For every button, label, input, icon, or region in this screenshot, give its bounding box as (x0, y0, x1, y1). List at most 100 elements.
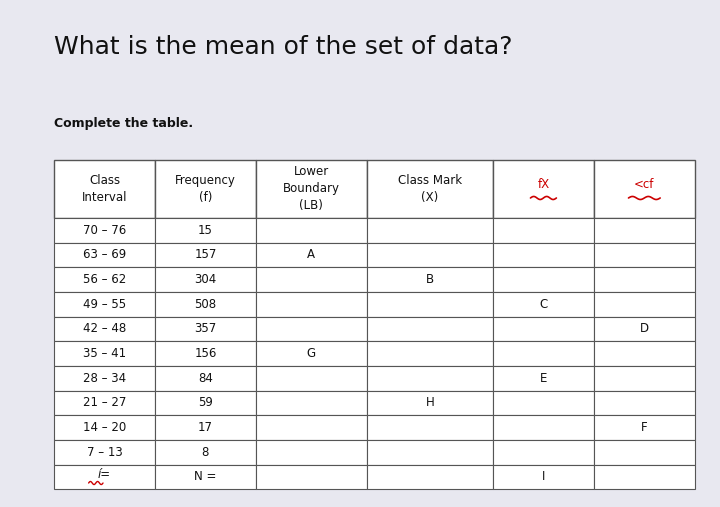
Bar (594, 464, 695, 489)
Bar (54, 243, 155, 267)
Bar (256, 390, 366, 415)
Text: E: E (540, 372, 547, 385)
Text: G: G (307, 347, 316, 360)
Text: 70 – 76: 70 – 76 (83, 224, 126, 237)
Bar (594, 415, 695, 440)
Text: 15: 15 (198, 224, 213, 237)
Text: 28 – 34: 28 – 34 (83, 372, 126, 385)
Bar (594, 440, 695, 464)
Bar (256, 366, 366, 390)
Bar (366, 218, 493, 243)
Bar (54, 415, 155, 440)
Text: Frequency
(f): Frequency (f) (175, 174, 236, 204)
Bar (366, 390, 493, 415)
Bar (594, 218, 695, 243)
Bar (366, 292, 493, 317)
Bar (493, 464, 594, 489)
Bar (155, 160, 256, 218)
Text: 17: 17 (198, 421, 213, 434)
Bar (256, 292, 366, 317)
Bar (155, 292, 256, 317)
Bar (594, 341, 695, 366)
Text: 63 – 69: 63 – 69 (83, 248, 126, 262)
Text: Complete the table.: Complete the table. (54, 117, 193, 130)
Text: 49 – 55: 49 – 55 (83, 298, 126, 311)
Bar (493, 390, 594, 415)
Bar (256, 440, 366, 464)
Bar (54, 317, 155, 341)
Bar (594, 160, 695, 218)
Bar (54, 267, 155, 292)
Bar (493, 317, 594, 341)
Text: 8: 8 (202, 446, 209, 459)
Text: I: I (541, 470, 545, 484)
Bar (366, 464, 493, 489)
Text: C: C (539, 298, 547, 311)
Bar (594, 317, 695, 341)
Bar (594, 292, 695, 317)
Bar (594, 390, 695, 415)
Bar (54, 366, 155, 390)
Bar (54, 160, 155, 218)
Bar (366, 440, 493, 464)
Bar (54, 464, 155, 489)
Bar (155, 464, 256, 489)
Bar (54, 292, 155, 317)
Bar (54, 390, 155, 415)
Bar (366, 366, 493, 390)
Bar (493, 366, 594, 390)
Text: Class Mark
(X): Class Mark (X) (398, 174, 462, 204)
Bar (256, 317, 366, 341)
Bar (366, 243, 493, 267)
Text: 42 – 48: 42 – 48 (83, 322, 126, 336)
Bar (493, 292, 594, 317)
Text: <cf: <cf (634, 178, 654, 191)
Bar (256, 267, 366, 292)
Text: A: A (307, 248, 315, 262)
Text: 7 – 13: 7 – 13 (86, 446, 122, 459)
Bar (256, 243, 366, 267)
Bar (594, 243, 695, 267)
Bar (256, 464, 366, 489)
Text: 14 – 20: 14 – 20 (83, 421, 126, 434)
Bar (256, 160, 366, 218)
Text: F: F (641, 421, 648, 434)
Text: 304: 304 (194, 273, 217, 286)
Bar (155, 267, 256, 292)
Bar (493, 160, 594, 218)
Bar (256, 415, 366, 440)
Bar (594, 366, 695, 390)
Bar (54, 440, 155, 464)
Bar (155, 341, 256, 366)
Bar (155, 366, 256, 390)
Bar (54, 218, 155, 243)
Bar (256, 341, 366, 366)
Bar (366, 341, 493, 366)
Text: Class
Interval: Class Interval (81, 174, 127, 204)
Bar (155, 243, 256, 267)
Bar (54, 341, 155, 366)
Text: 156: 156 (194, 347, 217, 360)
Bar (155, 390, 256, 415)
Text: H: H (426, 396, 434, 410)
Bar (493, 415, 594, 440)
Bar (493, 243, 594, 267)
Text: 59: 59 (198, 396, 213, 410)
Text: 21 – 27: 21 – 27 (83, 396, 126, 410)
Text: í=: í= (98, 468, 111, 481)
Text: 56 – 62: 56 – 62 (83, 273, 126, 286)
Text: 508: 508 (194, 298, 217, 311)
Text: D: D (640, 322, 649, 336)
Bar (155, 317, 256, 341)
Text: 84: 84 (198, 372, 213, 385)
Text: 35 – 41: 35 – 41 (83, 347, 126, 360)
Bar (493, 440, 594, 464)
Text: B: B (426, 273, 434, 286)
Bar (366, 267, 493, 292)
Bar (155, 218, 256, 243)
Text: N =: N = (194, 470, 217, 484)
Text: fX: fX (537, 178, 549, 191)
Bar (493, 218, 594, 243)
Bar (155, 440, 256, 464)
Text: What is the mean of the set of data?: What is the mean of the set of data? (54, 35, 513, 59)
